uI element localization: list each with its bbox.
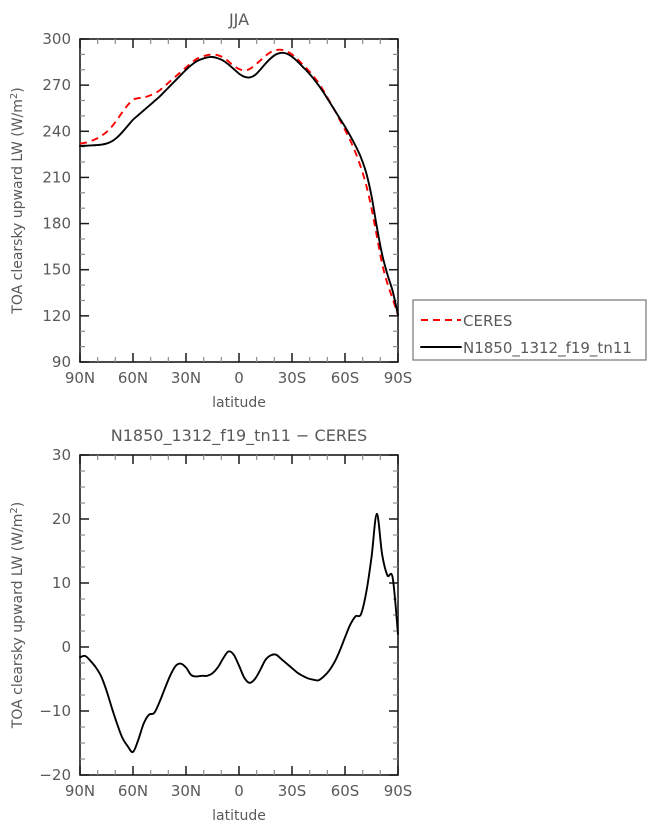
y-axis-label-bottom: TOA clearsky upward LW (W/m2): [9, 502, 27, 729]
y-tick-label: 10: [52, 574, 71, 592]
y-tick-label: 180: [42, 215, 71, 233]
panel-top: 90N 60N 30N 0 30S 60S 90S 90 120 150 180 210 240 270 3…: [9, 10, 647, 411]
x-tick-label: 60N: [118, 782, 148, 800]
x-tick-label: 0: [234, 782, 244, 800]
y-axis-label-top: TOA clearsky upward LW (W/m2): [9, 87, 27, 314]
y-tick-label: 0: [61, 638, 71, 656]
x-tick-label: 0: [234, 369, 244, 387]
x-tick-label: 30N: [171, 782, 201, 800]
y-tick-label: 300: [42, 30, 71, 48]
y-tick-label: 270: [42, 76, 71, 94]
plot-frame-top: [79, 38, 399, 363]
x-axis-label-top: latitude: [212, 395, 266, 411]
panel-bottom: 90N 60N 30N 0 30S 60S 90S −20 −10 0 10 20 30 N1850_13…: [9, 426, 413, 824]
series-line-n1850-1312-f19-tn11-ceres: [79, 512, 399, 754]
x-tick-label: 90N: [65, 369, 95, 387]
x-axis-label-bottom: latitude: [212, 808, 266, 824]
legend-label-1: N1850_1312_f19_tn11: [463, 339, 632, 358]
y-tick-label: −10: [39, 702, 71, 720]
series-line-ceres: [79, 48, 399, 316]
x-tick-label: 30S: [278, 369, 307, 387]
plot-title-bottom: N1850_1312_f19_tn11 − CERES: [111, 426, 367, 446]
x-tick-label: 60N: [118, 369, 148, 387]
x-tick-label: 60S: [331, 782, 360, 800]
x-tick-label: 90S: [384, 369, 413, 387]
legend-label-0: CERES: [463, 312, 512, 330]
y-tick-label: 240: [42, 122, 71, 140]
legend-box: [412, 299, 647, 361]
y-tick-label: 20: [52, 510, 71, 528]
x-tick-label: 30S: [278, 782, 307, 800]
plot-title-top: JJA: [228, 10, 249, 29]
y-tick-label: 210: [42, 168, 71, 186]
plot-frame-bottom: [79, 454, 399, 776]
y-tick-label: 30: [52, 446, 71, 464]
x-tick-label: 90N: [65, 782, 95, 800]
y-tick-label: 120: [42, 307, 71, 325]
series-line-n1850-1312-f19-tn11: [79, 51, 399, 317]
y-tick-label: −20: [39, 766, 71, 784]
legend: CERES N1850_1312_f19_tn11: [412, 299, 647, 361]
x-tick-label: 90S: [384, 782, 413, 800]
y-tick-label: 150: [42, 261, 71, 279]
x-tick-label: 60S: [331, 369, 360, 387]
x-tick-label: 30N: [171, 369, 201, 387]
y-tick-label: 90: [52, 353, 71, 371]
